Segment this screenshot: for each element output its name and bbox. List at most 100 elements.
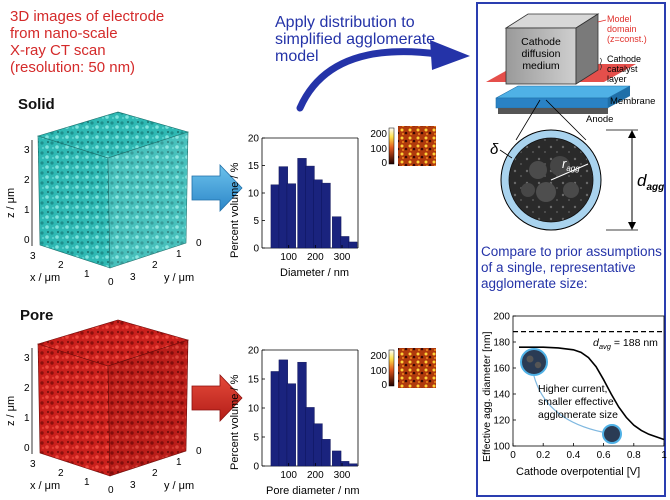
annotation-line: agglomerate size bbox=[538, 409, 618, 421]
size-trend-arrow bbox=[533, 375, 603, 433]
solid-z-tick: 0 bbox=[24, 235, 30, 246]
x-tick-label: 300 bbox=[334, 252, 351, 263]
histogram-bar bbox=[305, 407, 315, 467]
catalyst-label: catalyst bbox=[607, 64, 638, 74]
anode-label: Anode bbox=[586, 114, 613, 125]
pore-cube-right bbox=[107, 339, 189, 477]
gdl-label: diffusion bbox=[522, 48, 561, 60]
y-tick-label: 5 bbox=[253, 216, 259, 227]
model-domain-label: domain bbox=[607, 24, 637, 34]
delta-symbol: δ bbox=[490, 141, 499, 158]
histogram-bar bbox=[313, 179, 323, 249]
solid-arrow bbox=[191, 164, 243, 212]
x-tick-label: 0.8 bbox=[627, 450, 641, 461]
x-tick-label: 0.2 bbox=[536, 450, 550, 461]
intro-text: 3D images of electrode from nano-scale X… bbox=[10, 8, 220, 76]
y-tick-label: 120 bbox=[493, 416, 510, 427]
x-tick-label: 200 bbox=[307, 470, 324, 481]
solid-x-label: x / μm bbox=[30, 272, 60, 284]
apply-line: simplified agglomerate bbox=[275, 31, 436, 48]
pore-x-tick: 3 bbox=[30, 459, 36, 470]
solid-y-label: y / μm bbox=[164, 272, 194, 284]
hist2-inset-image bbox=[398, 348, 436, 388]
hist-spacer bbox=[262, 138, 358, 148]
compare-line: of a single, representative bbox=[481, 260, 636, 275]
x-tick-label: 100 bbox=[280, 252, 297, 263]
pore-x-tick: 0 bbox=[108, 485, 114, 496]
histogram-bar bbox=[340, 236, 350, 249]
x-tick-label: 1 bbox=[661, 450, 667, 461]
histogram-bar bbox=[348, 241, 358, 249]
histogram-bar bbox=[305, 165, 315, 249]
effective-diameter-curve bbox=[519, 346, 665, 441]
membrane-side bbox=[608, 86, 630, 108]
hist2-ylabel: Percent volume / % bbox=[229, 374, 241, 470]
histogram-bar bbox=[332, 450, 342, 467]
anode-layer bbox=[498, 108, 608, 114]
y-tick-label: 5 bbox=[253, 433, 259, 444]
d-agg-symbol: dagg bbox=[637, 171, 664, 193]
pore-arrow bbox=[191, 374, 243, 422]
histogram-bar bbox=[321, 182, 331, 249]
solid-x-tick: 1 bbox=[84, 269, 90, 280]
y-tick-label: 10 bbox=[248, 404, 260, 415]
solid-y-tick: 0 bbox=[196, 238, 202, 249]
x-tick-label: 0 bbox=[510, 450, 516, 461]
pore-z-tick: 2 bbox=[24, 383, 30, 394]
catalyst-bracket bbox=[599, 57, 602, 71]
d-agg-arrowhead-up bbox=[628, 130, 636, 138]
hist1-inset-image bbox=[398, 126, 436, 166]
agglomerate-particle bbox=[563, 182, 579, 198]
y-tick-label: 20 bbox=[248, 134, 260, 145]
r-agg-symbol: ragg bbox=[562, 156, 580, 173]
x-tick-label: 300 bbox=[334, 470, 351, 481]
intro-line: (resolution: 50 nm) bbox=[10, 59, 136, 76]
pore-y-tick: 1 bbox=[176, 457, 182, 468]
delta-leader bbox=[499, 149, 513, 159]
solid-x-tick: 2 bbox=[58, 260, 64, 271]
large-agglomerate-icon bbox=[520, 348, 548, 376]
r-agg-line bbox=[550, 163, 589, 181]
solid-z-tick: 1 bbox=[24, 205, 30, 216]
d-avg-label: davg = 188 nm bbox=[593, 337, 658, 351]
histogram-bar bbox=[321, 439, 331, 467]
agglomerate-particle bbox=[529, 161, 547, 179]
gdl-label: medium bbox=[522, 60, 560, 72]
pore-y-tick: 2 bbox=[152, 468, 158, 479]
pore-x-label: x / μm bbox=[30, 480, 60, 492]
pore-cube bbox=[36, 319, 190, 477]
x-tick-label: 0.6 bbox=[597, 450, 611, 461]
pore-y-tick: 0 bbox=[196, 446, 202, 457]
solid-z-tick: 2 bbox=[24, 175, 30, 186]
pore-y-label: y / μm bbox=[164, 480, 194, 492]
annotation-line: Higher current, bbox=[538, 383, 607, 395]
pore-cube-left bbox=[37, 343, 111, 477]
intro-line: 3D images of electrode bbox=[10, 8, 165, 25]
hist2-inset-tick: 200 bbox=[370, 351, 387, 362]
pore-x-tick: 2 bbox=[58, 468, 64, 479]
solid-histogram: 0 5 10 15 20 100 200 300 bbox=[248, 134, 359, 264]
hist2-ticks: 0 5 10 15 20 100 200 300 bbox=[248, 346, 351, 482]
line-chart-frame bbox=[512, 315, 665, 447]
figure-canvas: z / μm 0 1 2 3 3 2 1 0 x / μm 0 1 2 3 y … bbox=[5, 40, 470, 497]
hist1-colorbar bbox=[388, 127, 395, 165]
hist1-ticks: 0 5 10 15 20 100 200 300 bbox=[248, 134, 351, 264]
solid-cube-right bbox=[107, 131, 189, 269]
gdl-side bbox=[575, 13, 599, 85]
apply-line: model bbox=[275, 48, 319, 65]
solid-y-tick: 1 bbox=[176, 249, 182, 260]
histogram-bar bbox=[278, 359, 288, 467]
histogram-bar bbox=[270, 371, 280, 467]
pore-label: Pore bbox=[20, 307, 54, 324]
histogram-bar bbox=[348, 463, 358, 467]
y-tick-label: 0 bbox=[253, 244, 259, 255]
apply-arrow-curve bbox=[296, 48, 442, 112]
model-domain-leader bbox=[597, 19, 607, 23]
solid-label: Solid bbox=[18, 96, 55, 113]
annotation-line: smaller effective bbox=[538, 396, 614, 408]
compare-line: Compare to prior assumptions bbox=[481, 244, 662, 259]
solid-cube-shade bbox=[108, 132, 188, 268]
y-tick-label: 0 bbox=[253, 462, 259, 473]
membrane-label: Membrane bbox=[610, 96, 655, 107]
intro-line: from nano-scale bbox=[10, 25, 118, 42]
